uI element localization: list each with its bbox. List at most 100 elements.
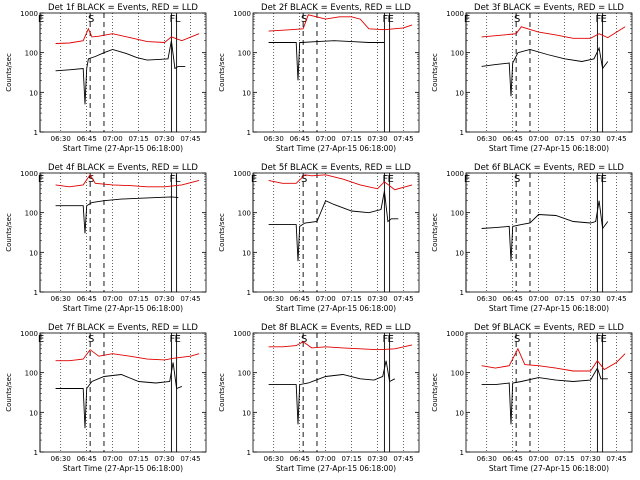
series-line-lld [481,347,626,372]
x-tick-label: 06:45 [290,135,310,143]
y-tick-label: 100 [238,370,251,378]
series-line-events [268,360,396,425]
x-tick-label: 06:30 [51,295,71,303]
event-marker-label: S [301,14,307,25]
series-line-events [481,200,609,262]
event-marker-label: F [170,174,176,185]
chart-title: Det 1f BLACK = Events, RED = LLD [48,3,198,13]
event-marker-label: S [88,174,94,185]
chart-title: Det 4f BLACK = Events, RED = LLD [48,163,198,173]
event-marker-label: E [600,14,606,25]
y-axis-label: Counts/sec [431,213,439,252]
x-tick-label: 06:45 [77,135,97,143]
x-axis-label: Start Time (27-Apr-15 06:18:00) [276,464,396,473]
series-line-lld [55,27,200,44]
series-line-events [55,362,182,429]
y-tick-label: 100 [451,50,464,58]
plot-frame [252,332,420,453]
y-tick-label: 100 [451,370,464,378]
y-tick-label: 1 [247,129,251,137]
x-tick-label: 07:15 [128,295,148,303]
y-tick-label: 1 [460,289,464,297]
series-line-events [268,191,399,262]
event-marker-label: E [387,174,393,185]
y-tick-label: 1 [247,449,251,457]
x-tick-label: 06:30 [264,135,284,143]
chart-title: Det 3f BLACK = Events, RED = LLD [474,3,624,13]
x-tick-label: 07:45 [393,295,413,303]
y-axis-label: Counts/sec [5,213,13,252]
y-tick-label: 10 [455,89,464,97]
y-tick-label: 1000 [233,170,251,178]
x-tick-label: 07:00 [529,455,549,463]
x-tick-label: 06:45 [290,295,310,303]
x-tick-label: 07:15 [128,135,148,143]
y-tick-label: 100 [25,50,38,58]
series-line-lld [268,341,413,351]
x-tick-label: 07:15 [554,455,574,463]
y-axis-label: Counts/sec [5,53,13,92]
series-line-events [55,40,186,105]
event-marker-label: F [383,174,389,185]
x-tick-label: 07:00 [316,295,336,303]
x-axis-label: Start Time (27-Apr-15 06:18:00) [276,304,396,313]
x-tick-label: 07:00 [316,455,336,463]
y-tick-label: 1000 [20,170,38,178]
x-tick-label: 07:00 [103,295,123,303]
y-tick-label: 10 [455,409,464,417]
x-axis-label: Start Time (27-Apr-15 06:18:00) [63,464,183,473]
x-tick-label: 07:30 [367,135,387,143]
event-marker-label: E [600,334,606,345]
x-tick-label: 07:45 [606,135,626,143]
y-tick-label: 100 [238,50,251,58]
chart-title: Det 9f BLACK = Events, RED = LLD [474,323,624,333]
x-tick-label: 06:30 [51,455,71,463]
detector-chart-8: Det 8f BLACK = Events, RED = LLD 1 10 100 10… [218,323,420,473]
series-line-events [268,40,385,81]
series-line-lld [55,173,200,188]
series-line-lld [481,26,626,39]
plot-frame [39,332,207,453]
detector-chart-3: Det 3f BLACK = Events, RED = LLD 1 10 100 10… [431,3,633,153]
event-marker-label: S [514,174,520,185]
event-marker-label: S [301,334,307,345]
plot-frame [39,172,207,293]
event-marker-label: E [38,334,44,345]
x-tick-label: 06:45 [77,295,97,303]
y-axis-label: Counts/sec [218,213,226,252]
y-tick-label: 10 [242,89,251,97]
event-marker-label: S [88,334,94,345]
y-axis-label: Counts/sec [431,53,439,92]
chart-title: Det 2f BLACK = Events, RED = LLD [261,3,411,13]
x-tick-label: 06:30 [477,135,497,143]
y-tick-label: 10 [29,89,38,97]
x-tick-label: 07:15 [554,135,574,143]
x-tick-label: 06:45 [503,135,523,143]
x-tick-label: 07:15 [554,295,574,303]
x-tick-label: 07:00 [529,295,549,303]
event-marker-label: S [301,174,307,185]
x-tick-label: 07:00 [103,135,123,143]
y-tick-label: 1000 [20,10,38,18]
y-tick-label: 1 [34,449,38,457]
plot-frame [252,12,420,133]
y-tick-label: 1000 [446,330,464,338]
y-axis-label: Counts/sec [218,373,226,412]
chart-title: Det 6f BLACK = Events, RED = LLD [474,163,624,173]
x-tick-label: 06:30 [477,455,497,463]
plot-frame [465,172,633,293]
x-tick-label: 06:30 [51,135,71,143]
x-tick-label: 07:30 [580,135,600,143]
x-axis-label: Start Time (27-Apr-15 06:18:00) [63,304,183,313]
y-tick-label: 1 [34,129,38,137]
x-axis-label: Start Time (27-Apr-15 06:18:00) [276,144,396,153]
event-marker-label: L [175,174,181,185]
series-line-lld [268,14,413,32]
y-axis-label: Counts/sec [5,373,13,412]
x-tick-label: 07:45 [606,295,626,303]
y-axis-label: Counts/sec [218,53,226,92]
x-tick-label: 07:30 [580,455,600,463]
x-tick-label: 07:30 [367,295,387,303]
series-line-events [481,366,608,425]
event-marker-label: E [38,174,44,185]
